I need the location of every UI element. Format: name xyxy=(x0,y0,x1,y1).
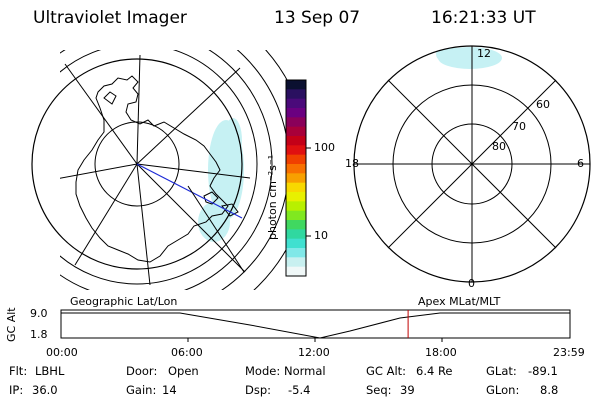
mlt-label-6: 6 xyxy=(577,157,584,170)
date-label: 13 Sep 07 xyxy=(274,8,361,28)
timeline-xtick-0: 00:00 xyxy=(46,346,78,359)
door-value: Open xyxy=(168,364,199,378)
colorbar-swatch xyxy=(286,126,306,137)
altitude-curve xyxy=(61,312,570,339)
colorbar-swatch xyxy=(286,192,306,202)
colorbar-swatch xyxy=(286,89,306,100)
colorbar xyxy=(285,79,311,277)
timeline-ytick-9: 9.0 xyxy=(30,307,48,320)
coastline xyxy=(75,75,229,263)
dsp-value: -5.4 xyxy=(288,383,311,397)
gain-label: Gain: xyxy=(126,383,157,397)
colorbar-swatch xyxy=(286,164,306,174)
timeline-xtick-4: 23:59 xyxy=(553,346,585,359)
dsp-label: Dsp: xyxy=(245,383,272,397)
timeline-ylabel: GC Alt xyxy=(5,307,18,342)
colorbar-swatch xyxy=(286,266,306,277)
timeline-xtick-1: 06:00 xyxy=(171,346,203,359)
colorbar-swatch xyxy=(286,201,306,212)
gcalt-label: GC Alt: xyxy=(366,364,407,378)
colorbar-swatch xyxy=(286,108,306,118)
mlat-label-80: 80 xyxy=(492,140,506,153)
mlt-label-0: 0 xyxy=(468,277,475,290)
glat-label: GLat: xyxy=(486,364,517,378)
magnetic-polar-plot xyxy=(353,45,591,283)
colorbar-tick-100: 100 xyxy=(314,141,335,154)
colorbar-swatch xyxy=(286,229,306,240)
glon-value: 8.8 xyxy=(540,383,559,397)
colorbar-swatch xyxy=(286,80,306,90)
ip-label: IP: xyxy=(9,383,24,397)
colorbar-swatch xyxy=(286,210,306,221)
colorbar-swatch xyxy=(286,257,306,268)
seq-label: Seq: xyxy=(366,383,392,397)
aurora-patch-geo xyxy=(198,118,244,242)
time-label: 16:21:33 UT xyxy=(431,8,536,28)
mlat-label-60: 60 xyxy=(536,98,550,111)
colorbar-swatch xyxy=(286,173,306,184)
gcalt-value: 6.4 Re xyxy=(416,364,453,378)
seq-value: 39 xyxy=(400,383,415,397)
timeline-ytick-1-8: 1.8 xyxy=(30,328,48,341)
door-label: Door: xyxy=(126,364,158,378)
colorbar-swatch xyxy=(286,220,306,230)
colorbar-swatch xyxy=(286,145,306,156)
colorbar-swatch xyxy=(286,182,306,193)
colorbar-swatch xyxy=(286,136,306,146)
geo-caption: Geographic Lat/Lon xyxy=(70,295,178,308)
colorbar-swatch xyxy=(286,154,306,165)
mlt-label-12: 12 xyxy=(477,47,491,60)
colorbar-swatch xyxy=(286,117,306,128)
colorbar-swatch xyxy=(286,248,306,258)
glat-value: -89.1 xyxy=(528,364,558,378)
ip-value: 36.0 xyxy=(32,383,58,397)
timeline-xtick-2: 12:00 xyxy=(298,346,330,359)
mode-label: Mode: xyxy=(245,364,281,378)
timeline-plot xyxy=(60,309,571,342)
page-title: Ultraviolet Imager xyxy=(33,8,187,28)
mlat-label-70: 70 xyxy=(512,120,526,133)
colorbar-swatch xyxy=(286,98,306,109)
flt-label: Flt: xyxy=(9,364,28,378)
mlt-label-18: 18 xyxy=(345,157,359,170)
mode-value: Normal xyxy=(284,364,326,378)
colorbar-label: photon cm⁻²s⁻¹ xyxy=(266,154,279,240)
mag-caption: Apex MLat/MLT xyxy=(418,295,501,308)
colorbar-tick-10: 10 xyxy=(314,229,328,242)
timeline-xtick-3: 18:00 xyxy=(425,346,457,359)
glon-label: GLon: xyxy=(486,383,520,397)
sun-vector xyxy=(136,163,243,219)
colorbar-swatch xyxy=(286,238,306,249)
geographic-map xyxy=(31,50,290,290)
flt-value: LBHL xyxy=(35,364,65,378)
gain-value: 14 xyxy=(162,383,177,397)
